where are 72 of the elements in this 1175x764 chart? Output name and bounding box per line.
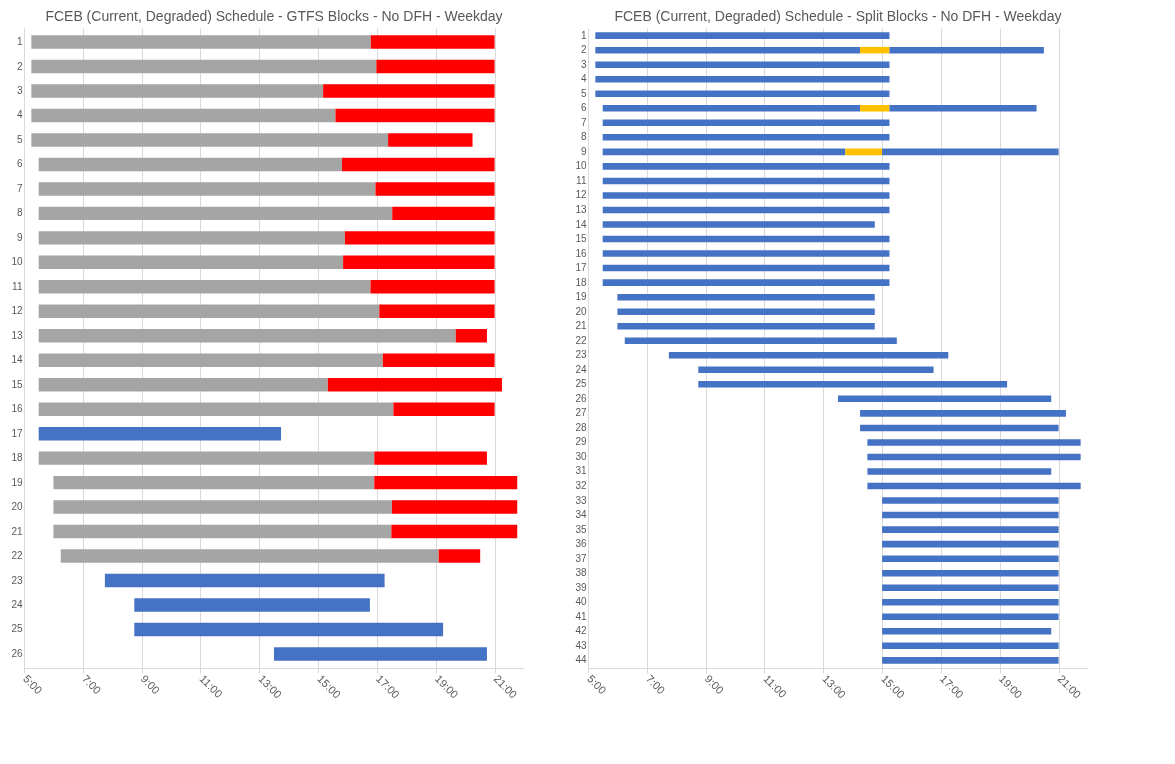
y-tick-label: 37 <box>575 552 587 564</box>
y-tick-label: 42 <box>575 625 587 637</box>
y-tick-label: 21 <box>11 525 23 537</box>
y-tick-label: 35 <box>575 523 587 535</box>
y-tick-label: 26 <box>11 647 23 659</box>
y-tick-label: 32 <box>575 480 587 492</box>
y-tick-label: 25 <box>575 378 587 390</box>
y-tick-label: 15 <box>11 378 23 390</box>
y-tick-label: 19 <box>11 476 23 488</box>
y-tick-label: 2 <box>580 44 587 56</box>
y-tick-label: 29 <box>575 436 587 448</box>
y-tick-label: 16 <box>575 247 587 259</box>
y-tick-label: 33 <box>575 494 587 506</box>
y-tick-label: 14 <box>11 354 23 366</box>
y-tick-label: 4 <box>16 109 23 121</box>
chart-title: FCEB (Current, Degraded) Schedule - GTFS Blocks - No DFH - Weekday <box>45 8 503 24</box>
y-tick-label: 20 <box>11 501 23 513</box>
y-tick-label: 43 <box>575 639 587 651</box>
y-tick-label: 19 <box>575 291 587 303</box>
y-tick-label: 2 <box>16 60 23 72</box>
y-tick-label: 1 <box>16 36 23 48</box>
y-tick-label: 5 <box>580 87 587 99</box>
y-tick-label: 14 <box>575 218 587 230</box>
y-tick-label: 30 <box>575 450 587 462</box>
y-tick-label: 6 <box>16 158 23 170</box>
y-tick-label: 12 <box>575 189 587 201</box>
y-tick-label: 38 <box>575 567 587 579</box>
y-tick-label: 4 <box>580 73 587 85</box>
y-tick-label: 15 <box>575 233 587 245</box>
y-tick-label: 7 <box>16 182 23 194</box>
y-tick-label: 28 <box>575 421 587 433</box>
y-tick-label: 34 <box>575 509 587 521</box>
y-tick-label: 10 <box>11 256 23 268</box>
y-tick-label: 17 <box>11 427 23 439</box>
y-tick-label: 11 <box>12 280 23 292</box>
y-tick-label: 3 <box>580 58 587 70</box>
y-tick-label: 39 <box>575 581 587 593</box>
y-tick-label: 20 <box>575 305 587 317</box>
y-tick-label: 8 <box>580 131 587 143</box>
y-tick-label: 1 <box>580 29 587 41</box>
y-tick-label: 21 <box>575 320 587 332</box>
chart-title: FCEB (Current, Degraded) Schedule - Split Blocks - No DFH - Weekday <box>614 8 1062 24</box>
y-tick-label: 13 <box>11 329 23 341</box>
y-tick-label: 31 <box>575 465 587 477</box>
y-tick-label: 27 <box>575 407 587 419</box>
y-tick-label: 22 <box>11 550 23 562</box>
y-tick-label: 23 <box>11 574 23 586</box>
y-tick-label: 36 <box>575 538 587 550</box>
y-tick-label: 22 <box>575 334 587 346</box>
y-tick-label: 44 <box>575 654 587 666</box>
y-tick-label: 7 <box>580 116 587 128</box>
y-tick-label: 6 <box>580 102 587 114</box>
y-tick-label: 10 <box>575 160 587 172</box>
y-tick-label: 24 <box>575 363 587 375</box>
y-tick-label: 17 <box>575 262 587 274</box>
y-tick-label: 3 <box>16 85 23 97</box>
y-tick-label: 11 <box>576 174 587 186</box>
y-tick-label: 9 <box>580 145 587 157</box>
y-tick-label: 13 <box>575 203 587 215</box>
y-tick-label: 9 <box>16 231 23 243</box>
y-tick-label: 5 <box>16 133 23 145</box>
y-tick-label: 25 <box>11 623 23 635</box>
y-tick-label: 12 <box>11 305 23 317</box>
y-tick-label: 23 <box>575 349 587 361</box>
y-tick-label: 18 <box>11 452 23 464</box>
y-tick-label: 8 <box>16 207 23 219</box>
y-tick-label: 16 <box>11 403 23 415</box>
y-tick-label: 40 <box>575 596 587 608</box>
y-tick-label: 41 <box>575 610 587 622</box>
y-tick-label: 18 <box>575 276 587 288</box>
y-tick-label: 24 <box>11 598 23 610</box>
y-tick-label: 26 <box>575 392 587 404</box>
